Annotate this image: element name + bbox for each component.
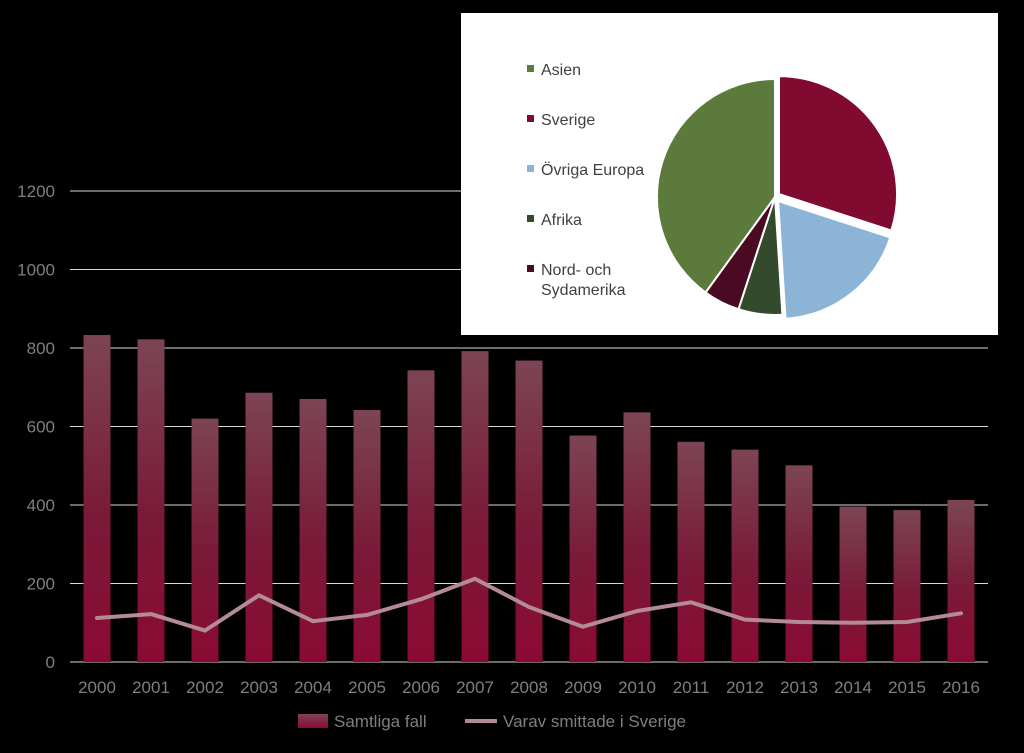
line-series [95,576,963,633]
y-tick-label: 800 [27,339,55,358]
bar [137,339,165,662]
pie-legend-label: Sydamerika [541,282,626,299]
bar [515,360,543,662]
pie-legend-swatch [527,115,534,122]
bar [893,510,921,662]
x-tick-label: 2000 [78,678,116,697]
x-axis-ticks: 2000 2001 2002 2003 2004 2005 2006 2007 2008 2009… [78,678,980,697]
x-tick-label: 2012 [726,678,764,697]
y-tick-label: 0 [46,653,55,672]
pie-inset: Asien Sverige Övriga Europa Afrika Nord- och… [461,13,998,335]
y-tick-label: 200 [27,575,55,594]
bar [245,392,273,662]
bar [623,412,651,662]
y-tick-label: 400 [27,496,55,515]
y-tick-label: 600 [27,418,55,437]
pie-legend-swatch [527,165,534,172]
bar [353,410,381,662]
x-tick-label: 2002 [186,678,224,697]
x-tick-label: 2013 [780,678,818,697]
pie-slice [655,77,776,294]
x-tick-label: 2015 [888,678,926,697]
legend-label: Samtliga fall [334,712,427,731]
legend-label: Varav smittade i Sverige [503,712,686,731]
x-tick-label: 2001 [132,678,170,697]
legend-swatch-bar [298,714,328,728]
pie-legend-swatch [527,265,534,272]
pie-slice [778,75,899,232]
pie-slice [777,199,892,320]
x-tick-label: 2010 [618,678,656,697]
x-tick-label: 2006 [402,678,440,697]
pie-legend-swatch [527,215,534,222]
pie-legend-label: Övriga Europa [541,161,644,179]
y-axis-ticks: 0 200 400 600 800 1000 1200 [17,182,55,672]
x-tick-label: 2009 [564,678,602,697]
bar [407,370,435,662]
x-tick-label: 2016 [942,678,980,697]
x-tick-label: 2003 [240,678,278,697]
pie-legend-label: Sverige [541,112,595,129]
bar [677,441,705,662]
bar [839,506,867,662]
x-tick-label: 2004 [294,678,332,697]
y-tick-label: 1000 [17,261,55,280]
bar-series [83,335,975,662]
pie-legend-label: Afrika [541,212,582,229]
pie-legend-swatch [527,65,534,72]
bar [191,418,219,662]
x-tick-label: 2008 [510,678,548,697]
pie-legend-label: Nord- och [541,262,611,279]
series-line [95,576,963,633]
chart-legend: Samtliga fall Varav smittade i Sverige [298,712,686,731]
x-tick-label: 2014 [834,678,872,697]
bar [947,499,975,662]
x-tick-label: 2005 [348,678,386,697]
y-tick-label: 1200 [17,182,55,201]
x-tick-label: 2011 [673,678,710,697]
x-tick-label: 2007 [456,678,494,697]
bar [731,449,759,662]
bar [785,465,813,662]
pie-legend-label: Asien [541,62,581,79]
bar [83,335,111,662]
bar [461,351,489,662]
pie-slice [704,196,776,311]
